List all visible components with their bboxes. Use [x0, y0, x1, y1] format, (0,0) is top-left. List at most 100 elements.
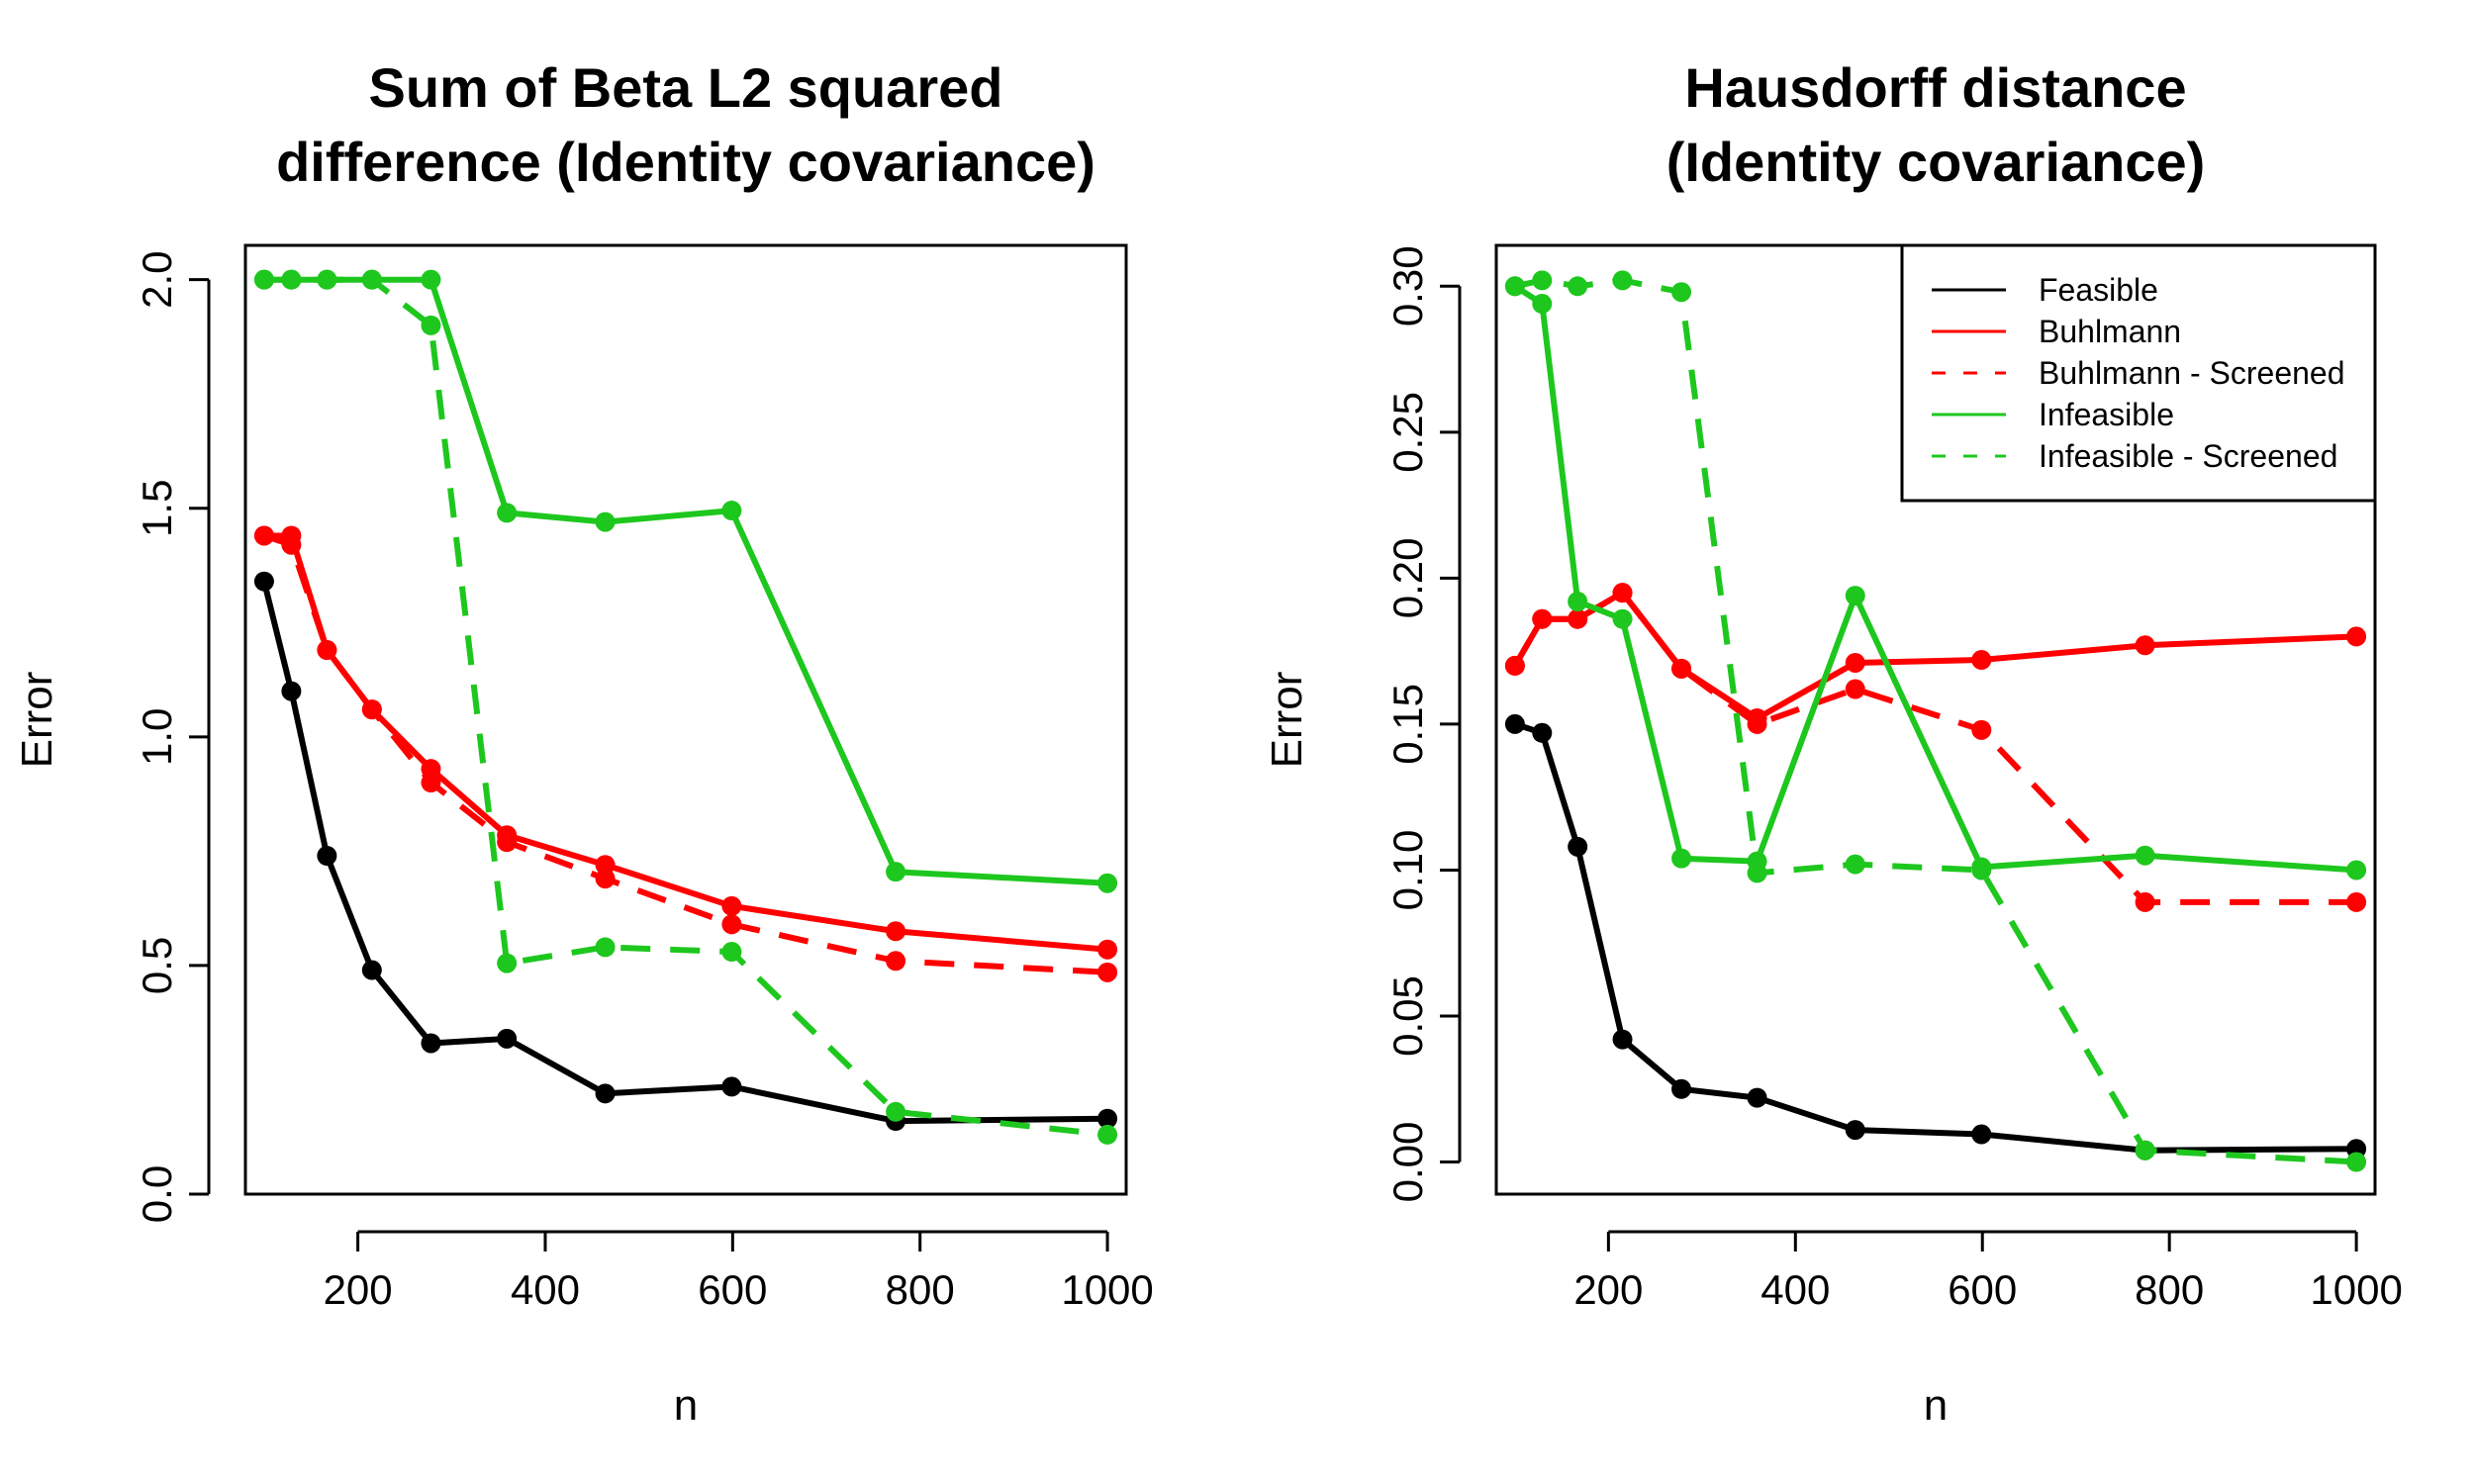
data-point	[1971, 1124, 1992, 1145]
data-point	[1971, 719, 1992, 740]
data-point	[2346, 626, 2367, 647]
data-point	[421, 773, 441, 793]
y-tick-label: 1.5	[134, 480, 180, 537]
legend-label: Feasible	[2039, 272, 2158, 308]
series-line-2	[262, 532, 1108, 975]
chart-panel-hausdorff: Hausdorff distance (Identity covariance) 2…	[1263, 56, 2403, 1430]
legend-label: Buhlmann	[2039, 314, 2181, 349]
data-point	[1971, 860, 1992, 881]
data-point	[1568, 836, 1588, 857]
data-point	[281, 534, 302, 555]
data-point	[1097, 962, 1118, 982]
data-point	[317, 845, 337, 866]
y-tick-label: 0.15	[1384, 684, 1431, 765]
data-point	[1845, 854, 1865, 875]
data-point	[1845, 1120, 1865, 1141]
data-point	[1532, 722, 1553, 743]
y-tick-label: 0.10	[1384, 830, 1431, 911]
data-point	[497, 953, 518, 974]
data-point	[1532, 294, 1553, 315]
data-point	[721, 895, 742, 916]
x-tick-label: 800	[2135, 1266, 2204, 1313]
series-line-3	[1513, 283, 2357, 874]
data-point	[721, 1076, 742, 1097]
data-point	[1612, 270, 1633, 291]
data-point	[1845, 652, 1865, 673]
data-point	[1671, 282, 1692, 303]
data-point	[595, 869, 616, 889]
series-line-2	[1512, 590, 2357, 905]
data-point	[253, 269, 274, 290]
data-point	[361, 960, 382, 980]
data-point	[2346, 891, 2367, 912]
data-point	[886, 862, 906, 882]
data-point	[1504, 713, 1525, 734]
chart-title-line: difference (Identity covariance)	[276, 131, 1095, 193]
data-point	[595, 855, 616, 876]
data-point	[595, 1083, 616, 1104]
data-point	[1845, 679, 1865, 699]
x-tick-label: 600	[1948, 1266, 2017, 1313]
data-point	[1504, 276, 1525, 297]
data-point	[595, 511, 616, 532]
data-point	[1532, 270, 1553, 291]
chart-panel-beta-l2: Sum of Beta L2 squared difference (Identi…	[13, 56, 1154, 1430]
series-line-3	[263, 276, 1108, 886]
chart-title-line: (Identity covariance)	[1666, 131, 2206, 193]
x-tick-label: 200	[324, 1266, 393, 1313]
data-point	[2135, 635, 2155, 656]
data-point	[1612, 608, 1633, 629]
data-point	[886, 1101, 906, 1122]
data-point	[595, 937, 616, 958]
series-line-1	[263, 532, 1108, 953]
series-line-4	[263, 276, 1108, 1138]
data-point	[497, 1028, 518, 1049]
data-point	[2346, 860, 2367, 881]
data-point	[1568, 591, 1588, 611]
data-point	[721, 942, 742, 963]
data-point	[2135, 891, 2155, 912]
legend-label: Infeasible	[2039, 397, 2174, 432]
data-point	[1612, 583, 1633, 603]
data-point	[421, 269, 441, 290]
data-point	[361, 699, 382, 720]
x-axis-label: n	[674, 1381, 698, 1430]
legend-box	[1900, 243, 2377, 503]
y-tick-label: 0.0	[134, 1165, 180, 1223]
data-point	[421, 315, 441, 335]
data-point	[1568, 276, 1588, 297]
x-tick-label: 800	[886, 1266, 955, 1313]
data-point	[1747, 713, 1767, 734]
x-tick-label: 600	[698, 1266, 767, 1313]
data-point	[1097, 873, 1118, 893]
data-point	[2135, 1140, 2155, 1160]
data-point	[1097, 939, 1118, 960]
data-point	[886, 921, 906, 942]
y-tick-label: 0.30	[1384, 245, 1431, 326]
data-point	[1747, 863, 1767, 883]
data-point	[1671, 848, 1692, 869]
data-point	[1504, 655, 1525, 676]
data-point	[281, 681, 302, 701]
data-point	[281, 269, 302, 290]
chart-title-line: Sum of Beta L2 squared	[368, 56, 1002, 119]
data-point	[421, 1033, 441, 1054]
series-line-0	[1513, 721, 2357, 1154]
data-point	[317, 269, 337, 290]
y-tick-label: 0.05	[1384, 975, 1431, 1057]
y-tick-label: 0.20	[1384, 538, 1431, 619]
data-point	[1671, 658, 1692, 679]
data-point	[253, 525, 274, 546]
data-point	[2135, 845, 2155, 866]
x-axis-label: n	[1924, 1381, 1948, 1430]
data-point	[1971, 650, 1992, 671]
data-point	[497, 832, 518, 853]
y-tick-label: 0.00	[1384, 1122, 1431, 1203]
data-point	[1671, 1078, 1692, 1099]
data-point	[721, 914, 742, 935]
data-point	[361, 269, 382, 290]
plot-frame	[243, 243, 1128, 1196]
data-point	[1612, 1029, 1633, 1050]
y-tick-label: 0.25	[1384, 392, 1431, 473]
